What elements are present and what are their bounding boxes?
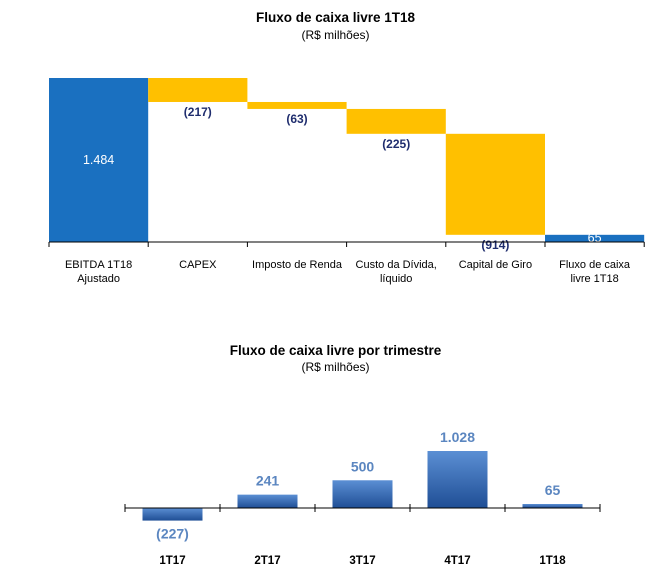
waterfall-bar xyxy=(247,101,347,109)
waterfall-value-label: (914) xyxy=(481,238,509,252)
quarterly-bar xyxy=(332,480,393,508)
quarterly-category-label: 4T17 xyxy=(444,555,470,567)
waterfall-chart-title: Fluxo de caixa livre 1T18 xyxy=(255,10,416,25)
waterfall-category-label: Capital de Giro xyxy=(459,259,532,271)
waterfall-bar xyxy=(545,234,645,242)
waterfall-value-label: 65 xyxy=(588,231,602,245)
quarterly-bar xyxy=(142,508,203,521)
waterfall-value-label: (63) xyxy=(286,112,307,126)
quarterly-category-label: 1T18 xyxy=(539,555,566,567)
waterfall-bar xyxy=(346,108,446,134)
quarterly-chart: (227) 1T17 241 2T17 500 3T17 1.028 4T17 65 1T18 xyxy=(124,429,601,567)
waterfall-bar xyxy=(148,78,248,102)
quarterly-value-label: 1.028 xyxy=(440,429,475,445)
waterfall-value-label: 1.484 xyxy=(83,153,114,167)
quarterly-value-label: 241 xyxy=(256,473,280,489)
waterfall-category-label: CAPEX xyxy=(179,259,217,271)
waterfall-category-label: livre 1T18 xyxy=(570,273,618,285)
waterfall-category-label: EBITDA 1T18 xyxy=(65,259,132,271)
quarterly-category-label: 1T17 xyxy=(159,555,185,567)
quarterly-value-label: 65 xyxy=(545,482,561,498)
quarterly-chart-title: Fluxo de caixa livre por trimestre xyxy=(229,343,442,358)
waterfall-category-label: líquido xyxy=(380,273,412,285)
quarterly-category-label: 2T17 xyxy=(254,555,280,567)
waterfall-bar xyxy=(49,78,149,242)
quarterly-value-label: 500 xyxy=(351,458,375,474)
waterfall-category-label: Custo da Dívida, xyxy=(356,259,437,271)
quarterly-bar xyxy=(427,451,488,508)
quarterly-bar xyxy=(237,494,298,508)
waterfall-bar xyxy=(445,133,545,235)
waterfall-value-label: (217) xyxy=(184,105,212,119)
waterfall-chart-subtitle: (R$ milhões) xyxy=(301,28,370,42)
waterfall-value-label: (225) xyxy=(382,137,410,151)
quarterly-chart-subtitle: (R$ milhões) xyxy=(301,360,370,374)
quarterly-value-label: (227) xyxy=(156,526,189,542)
waterfall-category-label: Imposto de Renda xyxy=(252,259,343,271)
waterfall-category-label: Ajustado xyxy=(77,273,120,285)
quarterly-category-label: 3T17 xyxy=(349,555,375,567)
waterfall-chart: 1.484 EBITDA 1T18 Ajustado (217) CAPEX (63) Im… xyxy=(48,78,645,285)
waterfall-category-label: Fluxo de caixa xyxy=(559,259,631,271)
quarterly-bar xyxy=(522,504,583,508)
